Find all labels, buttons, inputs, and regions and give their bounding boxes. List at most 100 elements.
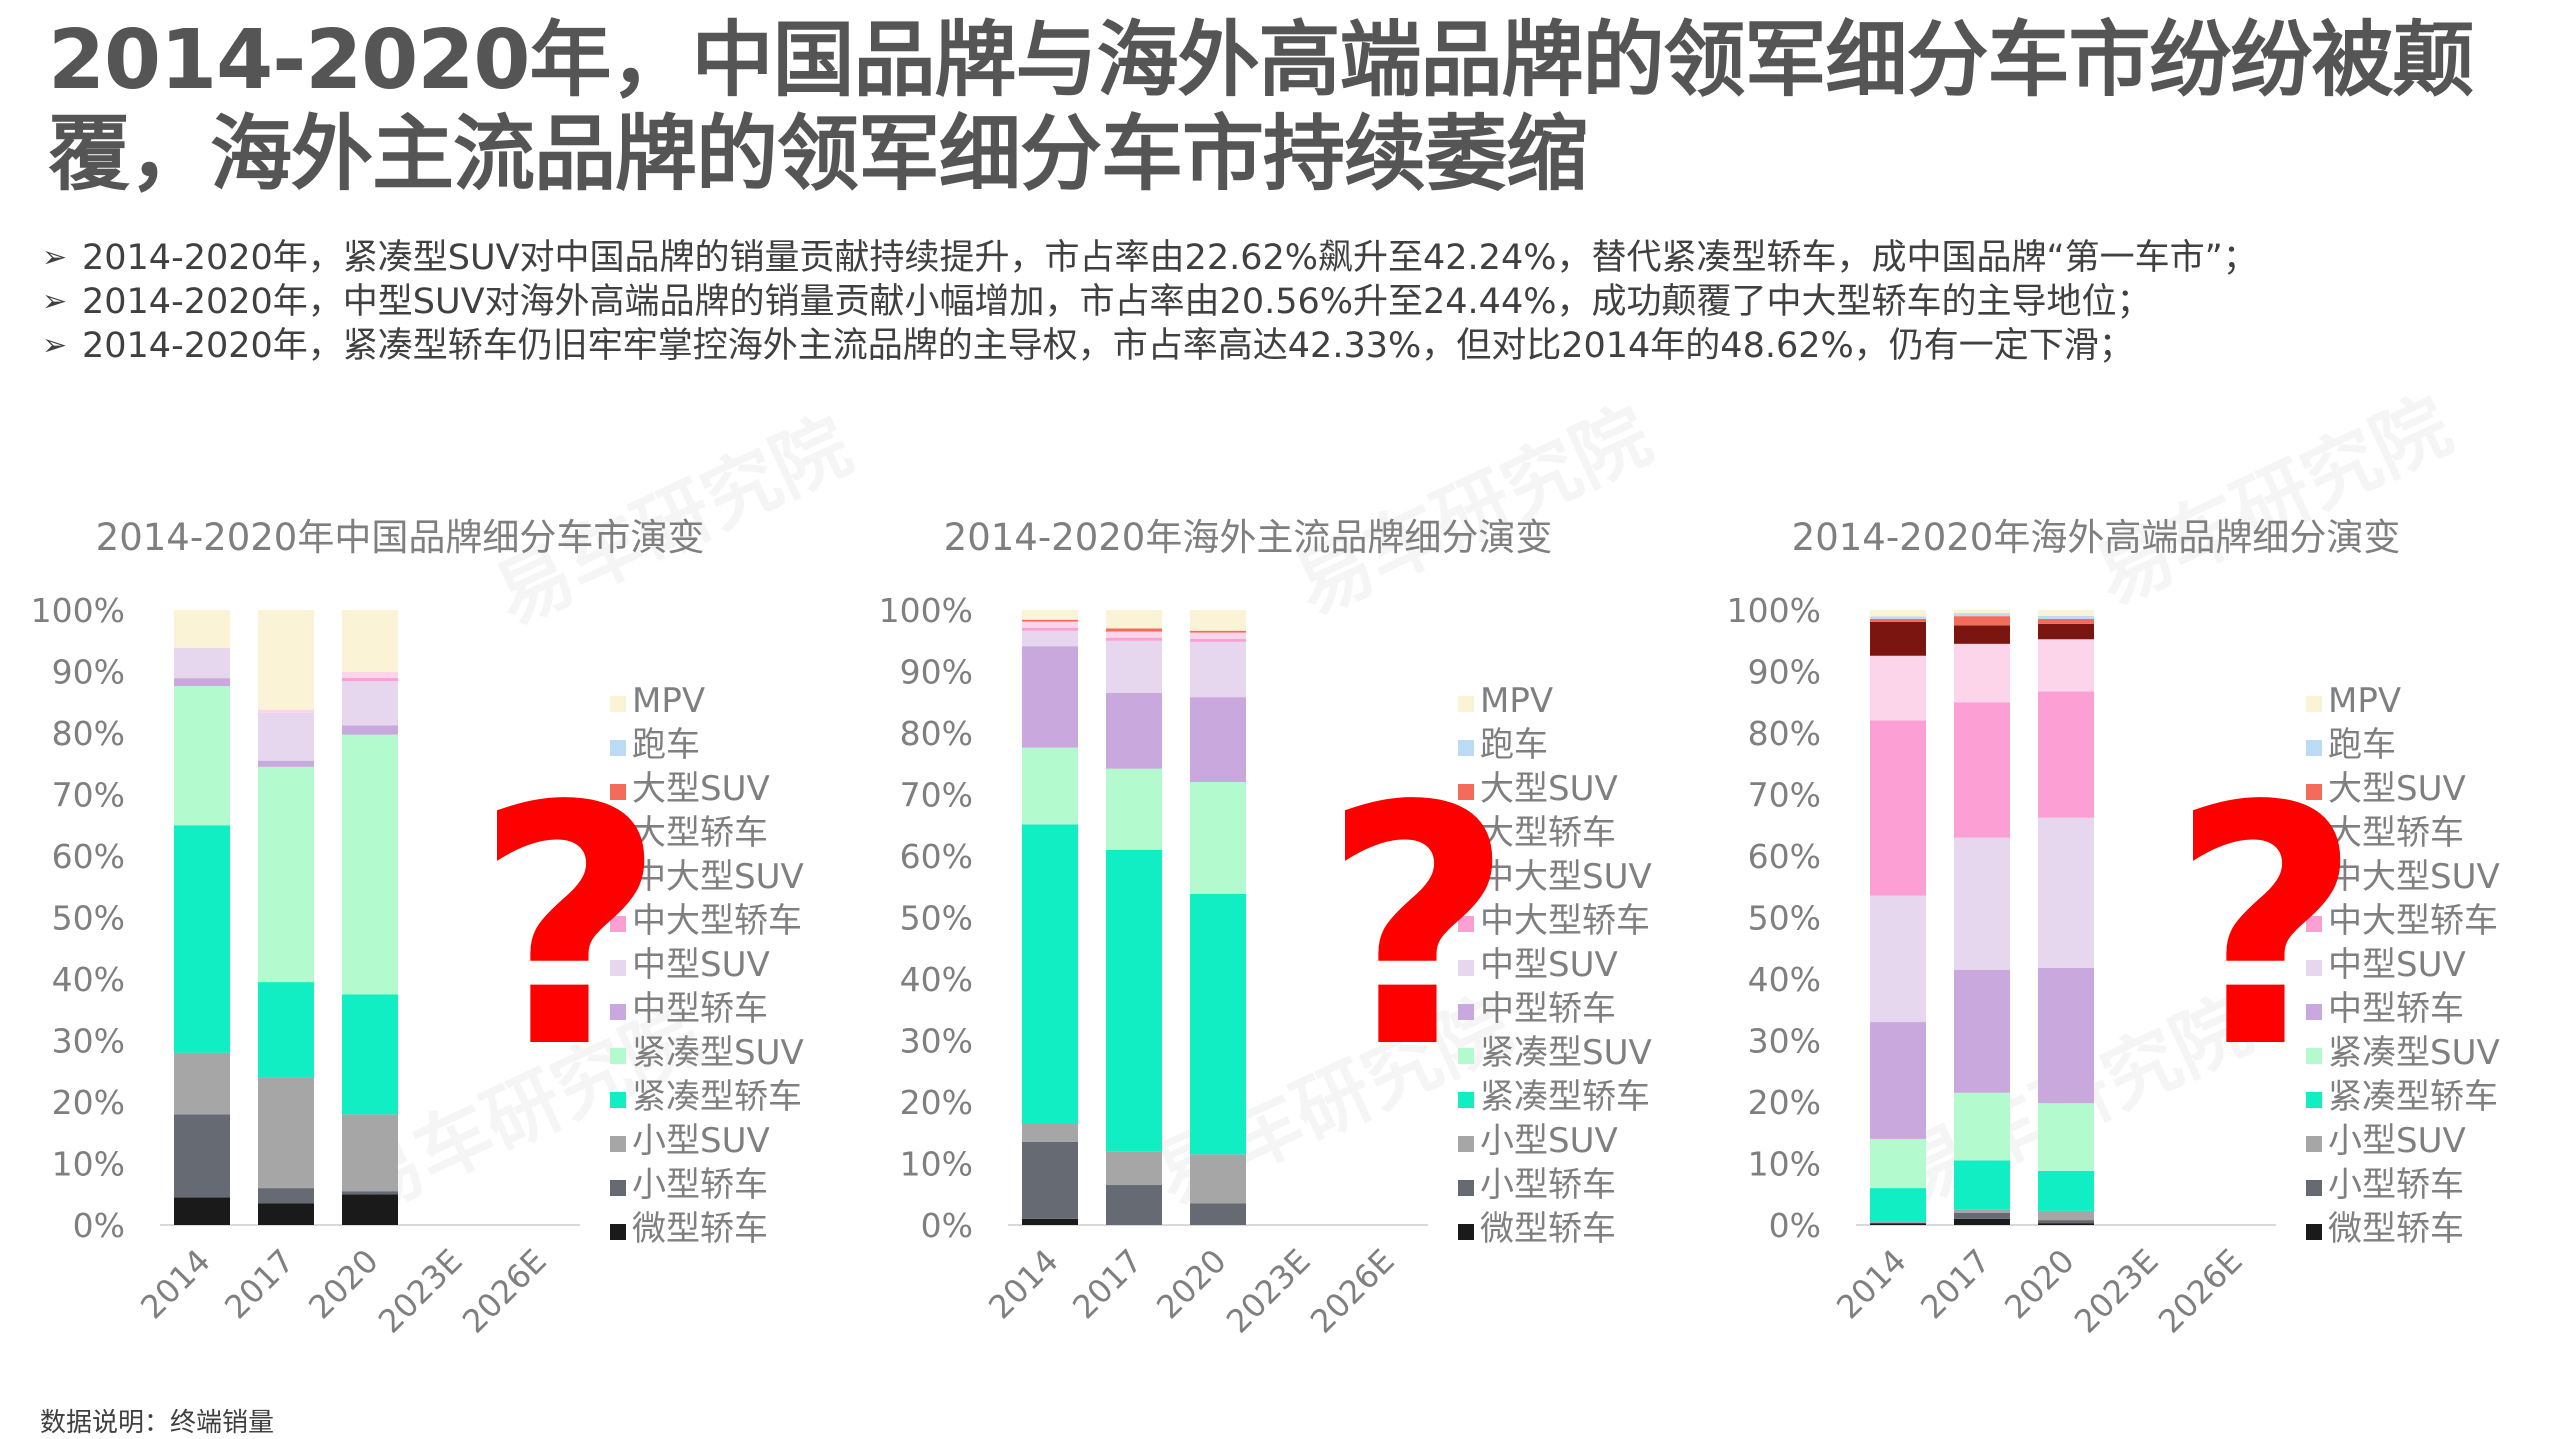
bar-segment — [1954, 1209, 2010, 1213]
legend-swatch — [2306, 740, 2322, 756]
legend-swatch — [1458, 1092, 1474, 1108]
y-tick-label: 90% — [52, 653, 125, 692]
bar-segment — [1954, 613, 2010, 617]
bar-segment — [174, 1114, 230, 1198]
legend-swatch — [1458, 1004, 1474, 1020]
bar-segment — [1870, 616, 1926, 619]
legend-swatch — [2306, 696, 2322, 712]
bar-segment — [342, 1114, 398, 1192]
bar-segment — [174, 648, 230, 679]
legend-label: 中型SUV — [1480, 945, 1618, 985]
y-tick-label: 40% — [900, 960, 973, 999]
y-tick-label: 70% — [1748, 776, 1821, 815]
legend-label: 中型SUV — [632, 945, 770, 985]
bar-segment — [1870, 655, 1926, 721]
y-tick-label: 0% — [73, 1206, 125, 1245]
bar-segment — [1870, 1022, 1926, 1139]
y-tick-label: 60% — [1748, 837, 1821, 876]
bar-segment — [342, 671, 398, 679]
bar-segment — [342, 734, 398, 995]
bar-segment — [1954, 1218, 2010, 1225]
chart-title: 2014-2020年中国品牌细分车市演变 — [96, 516, 705, 559]
legend-swatch — [610, 1048, 626, 1064]
bar-segment — [342, 610, 398, 672]
legend-swatch — [610, 1180, 626, 1196]
bar-segment — [1106, 768, 1162, 850]
x-tick-label: 2023E — [1219, 1242, 1318, 1341]
y-tick-label: 10% — [900, 1145, 973, 1184]
chart-title: 2014-2020年海外主流品牌细分演变 — [944, 516, 1553, 559]
legend-swatch — [2306, 828, 2322, 844]
legend-label: 小型轿车 — [1480, 1165, 1616, 1205]
bar-segment — [2038, 615, 2094, 619]
bar-segment — [1954, 1092, 2010, 1161]
y-tick-label: 50% — [900, 899, 973, 938]
bar-segment — [1870, 621, 1926, 656]
legend-label: 跑车 — [2328, 725, 2396, 765]
legend-swatch — [2306, 872, 2322, 888]
bar-segment — [1022, 1141, 1078, 1219]
legend-swatch — [2306, 960, 2322, 976]
bar-segment — [1106, 693, 1162, 769]
y-tick-label: 60% — [52, 837, 125, 876]
bar-segment — [1870, 618, 1926, 622]
bar-segment — [1870, 895, 1926, 1023]
bullet-text: 2014-2020年，紧凑型SUV对中国品牌的销量贡献持续提升，市占率由22.6… — [82, 238, 2258, 278]
legend-label: 中大型SUV — [632, 857, 804, 897]
bar-segment — [342, 994, 398, 1115]
legend-swatch — [610, 960, 626, 976]
legend-swatch — [1458, 1048, 1474, 1064]
legend-label: MPV — [632, 681, 705, 721]
legend-swatch — [610, 828, 626, 844]
y-tick-label: 80% — [900, 714, 973, 753]
legend-label: 紧凑型SUV — [2328, 1033, 2500, 1073]
bar-segment — [1954, 969, 2010, 1093]
chart-foreign-mainstream: 2014-2020年海外主流品牌细分演变 0% 10% 20% 30% 40% 50% 60%… — [868, 510, 1708, 1360]
legend-label: 小型SUV — [632, 1121, 770, 1161]
bar-segment — [1954, 616, 2010, 626]
x-tick-label: 2026E — [455, 1242, 554, 1341]
y-tick-label: 30% — [1748, 1022, 1821, 1061]
bar-segment — [1870, 1138, 1926, 1189]
bullet-item: ➢ 2014-2020年，紧凑型轿车仍旧牢牢掌控海外主流品牌的主导权，市占率高达4… — [42, 324, 2532, 368]
bar-segment — [1954, 702, 2010, 838]
bar-segment — [1954, 625, 2010, 644]
bar-segment — [342, 1191, 398, 1195]
legend-label: 跑车 — [632, 725, 700, 765]
x-tick-label: 2017 — [217, 1242, 301, 1326]
bar-segment — [1022, 630, 1078, 647]
y-tick-label: 100% — [31, 591, 125, 630]
bar-segment — [1190, 630, 1246, 633]
legend-label: 小型SUV — [2328, 1121, 2466, 1161]
y-tick-label: 60% — [900, 837, 973, 876]
bar-segment — [1870, 1223, 1926, 1225]
legend-swatch — [1458, 960, 1474, 976]
bar-segment — [258, 760, 314, 767]
bar-segment — [1106, 610, 1162, 629]
y-tick-label: 80% — [1748, 714, 1821, 753]
bar-segment — [258, 1203, 314, 1225]
legend-label: 微型轿车 — [1480, 1209, 1616, 1249]
bullet-text: 2014-2020年，紧凑型轿车仍旧牢牢掌控海外主流品牌的主导权，市占率高达42… — [82, 326, 2134, 366]
y-tick-label: 90% — [900, 653, 973, 692]
bar-segment — [2038, 691, 2094, 818]
legend-swatch — [2306, 1224, 2322, 1240]
bar-segment — [1106, 631, 1162, 638]
bar-segment — [1870, 610, 1926, 617]
bar-segment — [1022, 1123, 1078, 1142]
y-tick-label: 40% — [1748, 960, 1821, 999]
bar-segment — [1954, 837, 2010, 970]
legend-swatch — [1458, 916, 1474, 932]
legend-label: 中大型轿车 — [2328, 901, 2498, 941]
bar-segment — [342, 1194, 398, 1225]
bar-segment — [1106, 1185, 1162, 1225]
x-tick-label: 2017 — [1913, 1242, 1997, 1326]
arrow-bullet-icon: ➢ — [42, 328, 68, 363]
legend-swatch — [1458, 1224, 1474, 1240]
y-tick-label: 0% — [921, 1206, 973, 1245]
summary-bullets: ➢ 2014-2020年，紧凑型SUV对中国品牌的销量贡献持续提升，市占率由22.… — [42, 236, 2532, 368]
bar-segment — [1022, 621, 1078, 628]
legend-label: 紧凑型SUV — [1480, 1033, 1652, 1073]
legend-swatch — [2306, 1092, 2322, 1108]
x-tick-label: 2026E — [1303, 1242, 1402, 1341]
